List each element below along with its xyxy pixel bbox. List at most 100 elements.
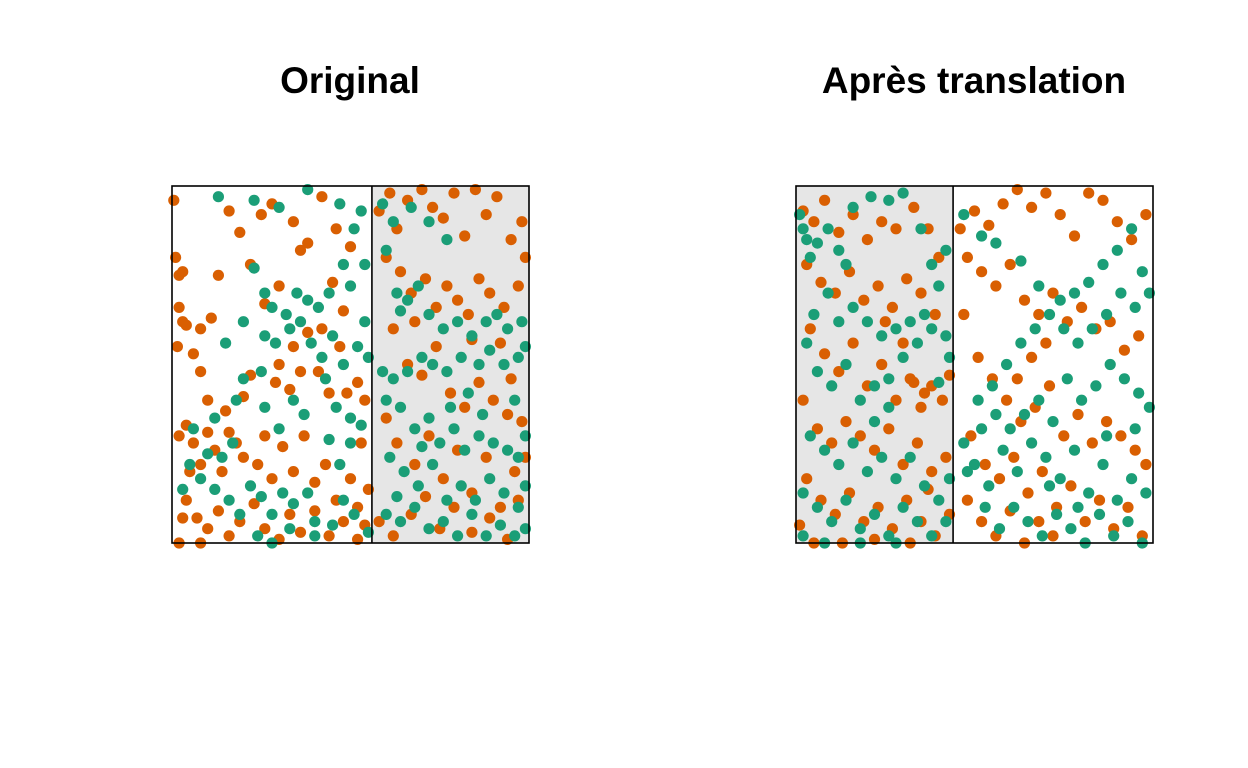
- point-s1-13: [926, 258, 938, 271]
- point-s0-27: [337, 305, 349, 317]
- point-s0-104: [1129, 444, 1141, 456]
- point-s0-102: [1101, 416, 1113, 428]
- point-s0-26: [876, 358, 888, 371]
- point-s0-38: [868, 444, 881, 456]
- point-s0-27: [890, 394, 902, 406]
- point-s1-65: [344, 437, 357, 449]
- point-s1-130: [466, 508, 478, 520]
- point-s1-64: [868, 416, 881, 428]
- point-s1-37: [230, 394, 242, 406]
- point-s0-26: [327, 276, 339, 288]
- point-s0-118: [430, 341, 442, 353]
- point-s0-92: [958, 308, 970, 321]
- point-s1-109: [487, 437, 499, 449]
- point-s1-78: [1143, 287, 1155, 299]
- point-s1-70: [1033, 280, 1045, 292]
- point-s1-33: [237, 316, 249, 328]
- point-s1-114: [398, 466, 410, 478]
- point-s1-14: [940, 244, 952, 256]
- point-s1-139: [477, 408, 489, 421]
- point-s1-95: [1011, 466, 1023, 478]
- point-s0-20: [273, 280, 285, 292]
- point-s0-112: [484, 287, 496, 299]
- point-s0-91: [1133, 330, 1145, 342]
- point-s0-46: [202, 426, 214, 438]
- point-s1-12: [302, 294, 314, 306]
- point-s1-87: [502, 323, 514, 335]
- point-s0-22: [302, 237, 314, 249]
- point-s0-82: [355, 437, 367, 449]
- point-s0-63: [908, 376, 920, 388]
- point-s1-53: [309, 516, 321, 528]
- point-s0-124: [1033, 516, 1045, 528]
- point-s1-96: [427, 358, 439, 371]
- point-s0-143: [484, 512, 496, 524]
- point-s1-98: [402, 366, 414, 378]
- point-s1-113: [384, 451, 396, 463]
- point-s0-81: [990, 280, 1002, 292]
- panel-translated: Après translation: [794, 60, 1155, 549]
- point-s1-90: [512, 351, 524, 363]
- point-s0-15: [858, 294, 870, 306]
- point-s0-109: [452, 294, 464, 306]
- point-s0-29: [915, 401, 927, 413]
- point-s0-90: [1118, 344, 1130, 356]
- panel-title-original: Original: [280, 60, 420, 101]
- point-s1-90: [972, 394, 984, 406]
- point-s0-10: [205, 312, 217, 324]
- point-s1-7: [355, 205, 367, 217]
- point-s0-104: [394, 266, 407, 278]
- point-s1-20: [861, 316, 874, 328]
- point-s1-36: [255, 366, 267, 378]
- point-s1-72: [1068, 287, 1081, 299]
- point-s1-97: [416, 351, 428, 363]
- point-s1-81: [423, 308, 435, 321]
- point-s0-128: [1011, 373, 1023, 385]
- point-s0-12: [815, 276, 827, 288]
- point-s0-29: [316, 323, 328, 335]
- point-s1-23: [822, 287, 834, 299]
- point-s1-43: [876, 451, 888, 463]
- point-s0-74: [294, 526, 307, 538]
- point-s1-24: [352, 341, 364, 353]
- point-s1-91: [958, 437, 970, 449]
- point-s1-59: [940, 516, 952, 528]
- point-s0-64: [918, 387, 931, 399]
- point-s1-107: [1118, 373, 1130, 385]
- point-s1-94: [455, 351, 467, 363]
- point-s0-87: [1076, 301, 1088, 313]
- point-s1-5: [348, 223, 360, 235]
- point-s0-61: [344, 473, 357, 485]
- point-s1-56: [897, 501, 909, 513]
- point-s0-70: [1026, 201, 1038, 213]
- point-s1-116: [990, 408, 1002, 421]
- point-s1-100: [1083, 487, 1095, 499]
- point-s0-28: [334, 341, 346, 353]
- point-s1-50: [277, 487, 289, 499]
- point-s1-132: [494, 519, 506, 531]
- point-s1-102: [1111, 494, 1123, 506]
- point-s1-133: [1101, 430, 1113, 442]
- point-s0-65: [191, 512, 203, 524]
- point-s1-7: [840, 258, 852, 271]
- point-s1-82: [1086, 323, 1098, 335]
- point-s1-11: [897, 187, 909, 199]
- point-s1-129: [452, 530, 464, 542]
- point-s0-137: [387, 530, 399, 542]
- point-s0-62: [879, 316, 891, 328]
- point-s0-43: [187, 437, 199, 449]
- point-s0-12: [212, 269, 224, 281]
- point-s1-17: [904, 316, 916, 328]
- point-s0-85: [220, 405, 232, 417]
- point-s1-19: [876, 330, 888, 342]
- point-s0-36: [312, 366, 324, 378]
- point-s1-111: [1061, 373, 1073, 385]
- point-s1-70: [273, 423, 285, 435]
- point-s0-54: [266, 473, 278, 485]
- point-s1-18: [890, 323, 902, 335]
- point-s1-11: [312, 301, 324, 313]
- point-s0-48: [216, 466, 228, 478]
- point-s0-117: [1122, 501, 1134, 513]
- point-s0-31: [936, 394, 949, 406]
